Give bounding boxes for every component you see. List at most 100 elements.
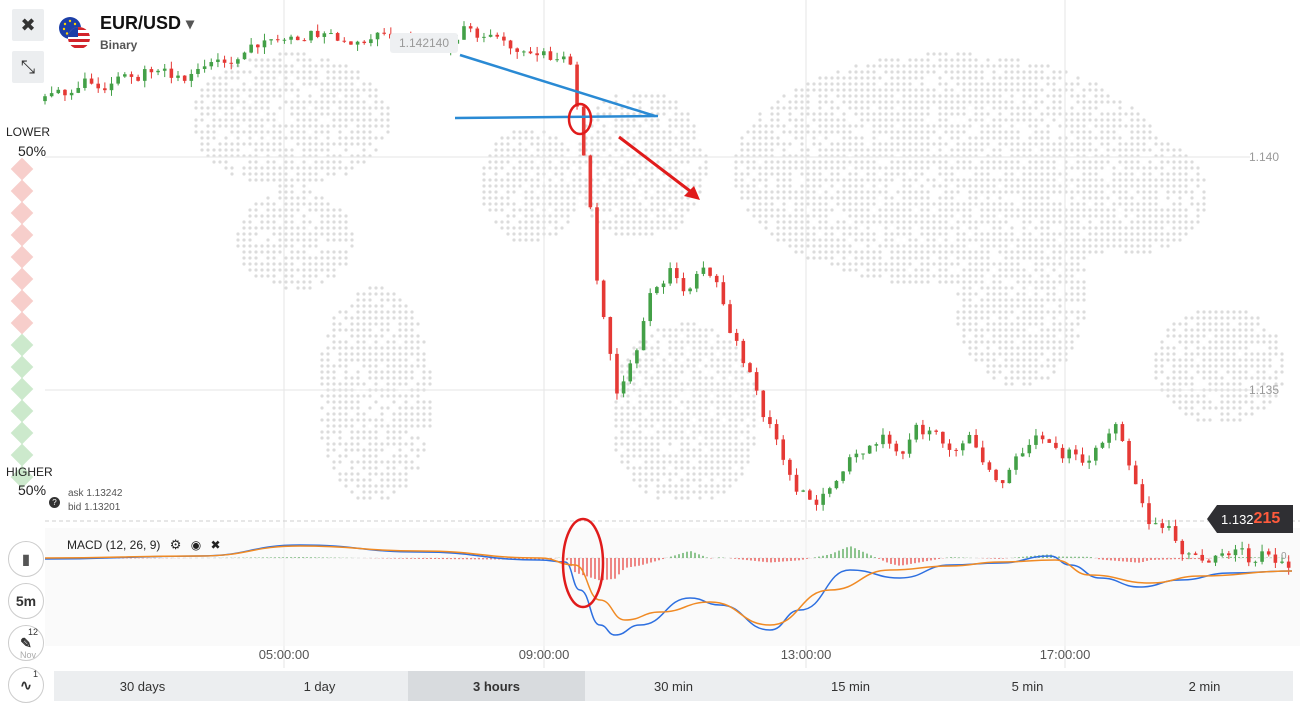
bid-price: bid 1.13201	[68, 502, 121, 513]
candle	[1067, 447, 1072, 464]
candle	[335, 31, 340, 42]
candle	[315, 24, 320, 39]
candle	[69, 89, 74, 100]
candle	[555, 52, 559, 63]
candle	[801, 489, 805, 493]
candle	[535, 46, 539, 62]
candle	[83, 72, 87, 91]
breakout-annotation	[561, 102, 700, 609]
candle	[508, 39, 513, 55]
current-price-suffix: 215	[1253, 510, 1281, 527]
candle	[1000, 480, 1005, 489]
candle	[76, 81, 81, 94]
candle	[162, 63, 167, 78]
macd-name: MACD (12, 26, 9)	[67, 538, 161, 552]
candle	[561, 51, 566, 63]
candle	[668, 262, 672, 286]
eye-icon[interactable]: ◉	[190, 538, 202, 552]
time-axis-label: 05:00:00	[258, 647, 310, 662]
close-icon: ✖	[20, 14, 36, 35]
candle	[681, 272, 686, 296]
flag-eu-us-icon	[59, 17, 90, 49]
candle	[495, 32, 500, 39]
candle	[342, 37, 347, 43]
candle	[588, 154, 593, 210]
candle	[808, 488, 812, 500]
candle	[960, 440, 965, 456]
candle	[222, 55, 227, 68]
candle	[302, 38, 307, 42]
candle	[1060, 444, 1065, 463]
candle	[1087, 455, 1091, 469]
candle	[129, 71, 134, 84]
candle	[821, 487, 825, 511]
interval-button[interactable]: 5m	[8, 583, 44, 619]
chart-type-button[interactable]: ▮	[8, 541, 44, 577]
candle	[1020, 447, 1025, 457]
candle	[282, 37, 287, 44]
candle	[934, 429, 938, 435]
candle	[1127, 438, 1131, 471]
candle	[63, 89, 67, 102]
candle	[1140, 478, 1145, 508]
candle	[941, 431, 945, 448]
candle	[595, 202, 599, 285]
option-type: Binary	[100, 38, 138, 52]
candle	[575, 61, 579, 110]
candle	[714, 274, 719, 288]
timeframe-15-min[interactable]: 15 min	[830, 678, 871, 694]
time-axis-label: 17:00:00	[1039, 647, 1091, 662]
gear-icon[interactable]: ⚙	[169, 537, 182, 552]
candle	[741, 338, 746, 368]
sentiment-indicator	[10, 157, 34, 489]
candle	[641, 317, 646, 351]
remove-icon[interactable]: ✖	[210, 538, 221, 552]
candle	[1220, 548, 1224, 558]
candle	[655, 285, 659, 295]
candle	[542, 48, 546, 59]
lower-percent: 50%	[18, 143, 47, 159]
candle	[708, 267, 712, 278]
candle	[947, 439, 952, 457]
help-icon[interactable]: ?	[49, 497, 60, 508]
wave-icon: ∿	[20, 676, 32, 693]
candle	[229, 56, 234, 70]
chevron-down-icon: ▾	[186, 16, 195, 33]
candle	[142, 65, 147, 88]
timeframe-30-days[interactable]: 30 days	[119, 678, 166, 694]
asset-selector[interactable]: EUR/USD ▾	[100, 13, 194, 34]
candle	[980, 440, 985, 465]
candle	[794, 468, 799, 495]
candle	[502, 32, 506, 46]
candle	[621, 375, 626, 398]
collapse-button[interactable]: ⤡	[12, 51, 44, 83]
candle	[601, 279, 606, 320]
interval-label: 5m	[15, 593, 37, 609]
timeframe-2-min[interactable]: 2 min	[1188, 678, 1221, 694]
candle	[994, 468, 998, 483]
candle	[1233, 544, 1238, 562]
candle	[1113, 422, 1118, 441]
candle	[874, 442, 879, 452]
candle	[362, 40, 367, 45]
timeframe-30-min[interactable]: 30 min	[653, 678, 694, 694]
timeframe-3-hours[interactable]: 3 hours	[408, 671, 585, 701]
candle	[967, 431, 972, 444]
candle	[1034, 428, 1038, 450]
close-button[interactable]: ✖	[12, 9, 44, 41]
higher-percent: 50%	[18, 482, 47, 498]
candle	[1253, 560, 1258, 567]
ask-price: ask 1.13242	[68, 488, 123, 499]
timeframe-1-day[interactable]: 1 day	[303, 678, 336, 694]
candle	[701, 261, 706, 277]
candle	[1260, 544, 1264, 565]
candle	[136, 74, 140, 82]
drawing-tools-button[interactable]: ✎	[8, 625, 44, 661]
candle	[488, 29, 493, 38]
candle	[156, 69, 160, 76]
candle	[1080, 447, 1085, 466]
timeframe-5-min[interactable]: 5 min	[1011, 678, 1044, 694]
indicators-button[interactable]: ∿	[8, 667, 44, 703]
candle	[242, 51, 247, 60]
